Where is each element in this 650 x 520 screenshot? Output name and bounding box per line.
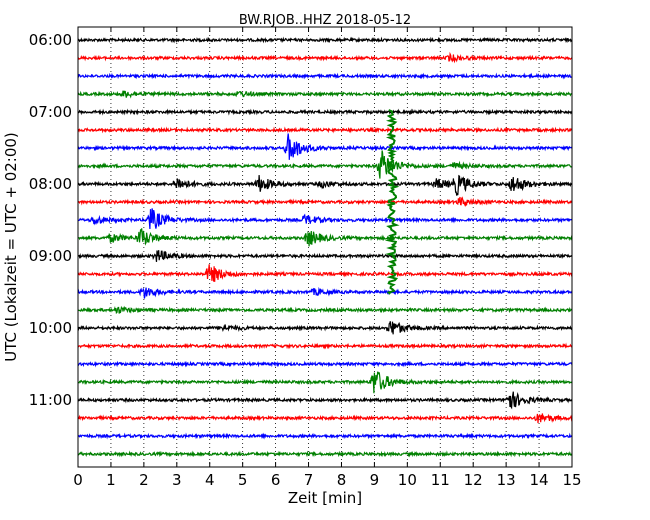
grid-lines [110,27,540,467]
trace-line [77,72,573,80]
trace-line [77,228,573,247]
trace-line [77,51,573,64]
y-tick-label: 08:00 [29,175,72,193]
trace-line [77,108,573,116]
trace-line [77,305,573,314]
trace-line [77,150,573,179]
trace-line [77,371,573,394]
trace-line [77,321,573,335]
trace-line [77,413,573,424]
seismic-traces [77,36,573,458]
trace-line [77,286,573,299]
x-tick-label: 10 [398,471,417,489]
x-tick-label: 8 [337,471,347,489]
trace-line [77,450,573,458]
trace-line [77,174,573,196]
trace-line [77,133,573,160]
trace-line [77,36,573,44]
x-tick-label: 0 [73,471,83,489]
y-tick-label: 06:00 [29,31,72,49]
trace-line [77,391,573,410]
trace-line [77,250,573,262]
y-axis-title: UTC (Lokalzeit = UTC + 02:00) [2,132,20,362]
x-tick-label: 3 [172,471,182,489]
y-tick-label: 11:00 [29,391,72,409]
chart-title: BW.RJOB..HHZ 2018-05-12 [239,13,411,28]
y-axis: 06:00 07:00 08:00 09:00 10:00 11:00 [29,31,572,409]
x-tick-label: 14 [530,471,549,489]
trace-line [77,196,573,208]
x-tick-label: 5 [238,471,248,489]
x-tick-label: 12 [464,471,483,489]
x-axis: 0 1 2 3 4 5 6 7 8 9 10 11 12 13 14 15 [73,27,582,489]
trace-line [77,208,573,230]
major-event-trace [384,109,400,295]
x-axis-title: Zeit [min] [288,489,362,507]
x-tick-label: 2 [139,471,149,489]
trace-line [77,360,573,368]
x-tick-label: 13 [497,471,516,489]
x-tick-label: 4 [205,471,215,489]
x-tick-label: 7 [304,471,314,489]
y-tick-label: 10:00 [29,319,72,337]
x-tick-label: 6 [271,471,281,489]
y-tick-label: 09:00 [29,247,72,265]
x-tick-label: 9 [370,471,380,489]
x-tick-label: 11 [431,471,450,489]
trace-line [77,90,573,99]
x-tick-label: 1 [106,471,116,489]
trace-line [77,432,573,440]
trace-line [77,264,573,282]
trace-line [77,342,573,350]
plot-frame [77,26,573,468]
y-tick-label: 07:00 [29,103,72,121]
trace-line [77,126,573,134]
x-tick-label: 15 [562,471,581,489]
